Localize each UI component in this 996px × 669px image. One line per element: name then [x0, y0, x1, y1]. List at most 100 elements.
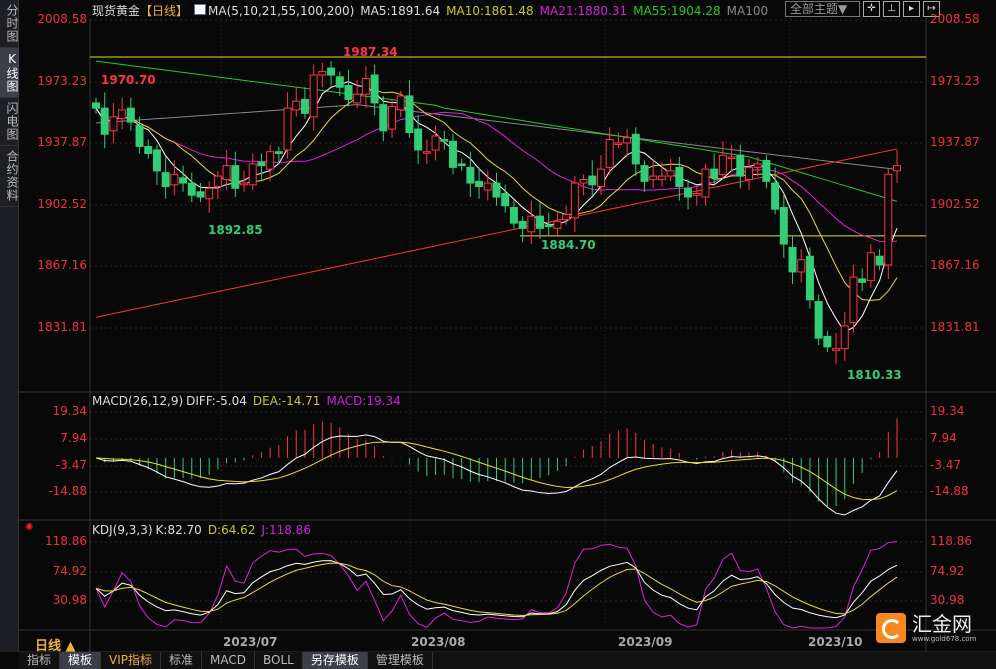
bottom-tab[interactable]: BOLL [255, 652, 303, 669]
candle-body [727, 156, 736, 159]
candle-body [684, 187, 693, 198]
bottom-tab[interactable]: 标准 [161, 652, 203, 669]
candle-body [570, 182, 579, 219]
symbol-name: 现货黄金 [92, 4, 141, 18]
candle-body [248, 163, 257, 186]
candle-body [649, 175, 658, 181]
ma100-value: MA100 [726, 3, 769, 18]
macd-diff: DIFF:-5.04 [186, 394, 247, 408]
candle-body [274, 151, 283, 154]
macd-dea: DEA:-14.71 [252, 394, 321, 408]
date-label: 2023/09 [618, 635, 673, 649]
candle-body [657, 175, 666, 181]
candle-body [579, 179, 588, 184]
macd-label: MACD(26,12,9) [92, 394, 184, 408]
period-selector[interactable]: 日线 ▲ [35, 639, 76, 654]
candle-body [135, 125, 144, 147]
price-axis-label: 1973.23 [37, 74, 87, 88]
candle-body [596, 168, 605, 188]
macd-axis-label: 7.94 [930, 431, 957, 445]
candle-body [858, 278, 867, 283]
logo-name: 汇金网 [912, 612, 972, 636]
candle-body [640, 165, 649, 182]
period-tag: 【日线】 [140, 4, 189, 18]
candle-body [109, 116, 118, 132]
candle-body [779, 206, 788, 245]
candle-body [144, 145, 153, 154]
candle-body [292, 100, 301, 111]
low-price-label: 1884.70 [541, 238, 596, 252]
kdj-axis-label: 74.92 [930, 564, 965, 578]
candle-body [344, 84, 353, 100]
zoom-out-icon[interactable]: ▸ [903, 1, 920, 17]
price-axis-label: 2008.58 [37, 12, 87, 26]
candle-body [605, 138, 614, 168]
candle-body [431, 135, 440, 151]
scroll-right-icon[interactable]: ↦ [923, 1, 940, 17]
candle-body [361, 78, 370, 95]
kdj-axis-label: 74.92 [52, 564, 87, 578]
kdj-label: KDJ(9,3,3) [92, 523, 153, 537]
price-axis-label: 1831.81 [37, 320, 87, 334]
sidebar-tab-contract[interactable]: 合约资料 [0, 146, 19, 207]
kdj-d-line [95, 562, 898, 617]
macd-axis-label: -14.88 [930, 484, 969, 498]
sidebar: 分时图 K线图 闪电图 合约资料 [0, 0, 19, 652]
zoom-in-icon[interactable]: ⊥ [883, 1, 900, 17]
ma5-value: MA5:1891.64 [360, 3, 441, 18]
bottom-tab[interactable]: 模板 [60, 652, 102, 669]
candle-body [536, 215, 545, 229]
date-label: 2023/08 [411, 635, 466, 649]
candle-body [893, 165, 901, 172]
sidebar-tab-flash[interactable]: 闪电图 [0, 98, 19, 146]
candle-body [205, 187, 214, 200]
candle-body [666, 170, 675, 177]
candle-body [875, 255, 884, 266]
crosshair-icon[interactable]: ✛ [863, 1, 880, 17]
logo: 汇金网 www.gold678.com [876, 613, 976, 643]
bottom-tab[interactable]: MACD [202, 652, 256, 669]
candle-body [466, 166, 475, 184]
macd-dea-line [95, 441, 898, 501]
candle-body [518, 220, 527, 229]
sidebar-tab-timeshare[interactable]: 分时图 [0, 0, 19, 48]
theme-dropdown[interactable]: 全部主题▼ [785, 1, 860, 17]
candle-body [309, 74, 318, 118]
candle-body [318, 71, 327, 76]
bottom-tab[interactable]: VIP指标 [101, 652, 162, 669]
candle-body [396, 95, 405, 111]
macd-axis-label: -14.88 [48, 484, 87, 498]
candle-body [422, 151, 431, 154]
candle-body [414, 128, 423, 151]
candle-body [588, 175, 597, 186]
candle-body [448, 140, 457, 168]
sidebar-tab-kline[interactable]: K线图 [0, 48, 19, 98]
candle-body [213, 175, 222, 188]
candle-body [771, 182, 780, 210]
bottom-tab[interactable]: 指标 [19, 652, 61, 669]
date-label: 2023/07 [223, 635, 278, 649]
kdj-settings-icon[interactable]: ✺ [25, 522, 34, 533]
candle-body [718, 154, 727, 175]
kdj-j: J:118.86 [261, 523, 312, 537]
candle-body [388, 105, 397, 130]
macd-axis-label: -3.47 [930, 458, 962, 472]
price-axis-label: 1902.52 [37, 197, 87, 211]
candle-body [475, 180, 484, 188]
candle-body [544, 224, 553, 228]
ma-indicator-icon [194, 3, 207, 15]
candle-body [701, 168, 710, 198]
candle-body [762, 159, 771, 182]
candle-body [327, 67, 336, 76]
candle-body [509, 206, 518, 224]
kdj-header: KDJ(9,3,3) K:82.70 D:64.62 J:118.86 [92, 523, 311, 537]
logo-icon [876, 613, 906, 643]
bottom-tab[interactable]: 管理模板 [368, 652, 433, 669]
high-price-label: 1987.34 [343, 45, 398, 59]
price-axis-label: 1937.87 [930, 135, 980, 149]
candle-body [370, 74, 379, 104]
bottom-tab[interactable]: 另存模板 [302, 652, 368, 669]
candle-body [744, 166, 753, 181]
candle-body [797, 259, 806, 273]
